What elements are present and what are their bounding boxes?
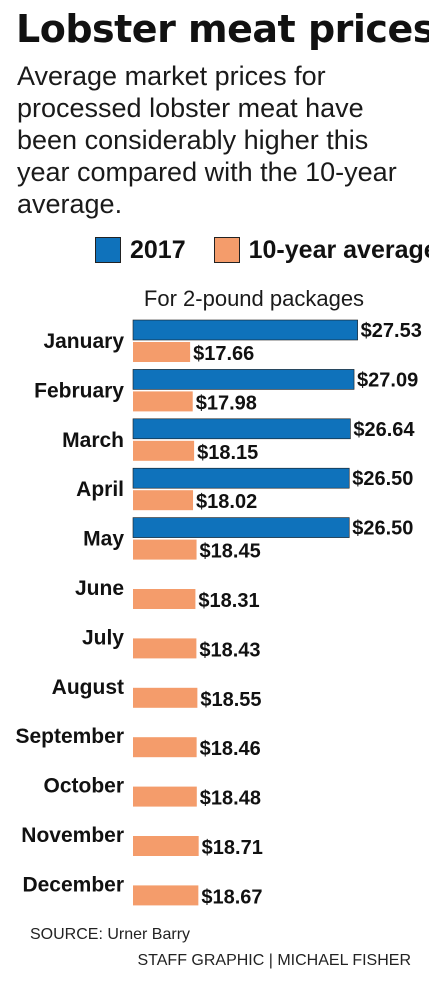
month-label-february: February bbox=[34, 379, 124, 402]
bar-10-year-average-september bbox=[133, 737, 197, 758]
month-label-march: March bbox=[62, 429, 124, 452]
month-label-october: October bbox=[43, 775, 124, 798]
value-label-10-year-average-august: $18.55 bbox=[200, 689, 261, 711]
source-credit: SOURCE: Urner Barry bbox=[30, 926, 191, 943]
month-label-january: January bbox=[43, 330, 124, 353]
legend-item-10-year-average: 10-year average bbox=[213, 235, 429, 265]
bar-10-year-average-october bbox=[133, 786, 197, 807]
month-label-november: November bbox=[21, 824, 124, 847]
bar-10-year-average-may bbox=[133, 539, 197, 560]
value-label-2017-january: $27.53 bbox=[361, 320, 422, 342]
value-label-10-year-average-march: $18.15 bbox=[197, 442, 258, 464]
value-label-2017-may: $26.50 bbox=[352, 518, 413, 540]
month-label-july: July bbox=[82, 626, 124, 649]
bar-10-year-average-july bbox=[133, 638, 197, 659]
bar-2017-may bbox=[132, 517, 350, 538]
chart-title: Lobster meat prices bbox=[16, 7, 429, 51]
chart-unit-note: For 2-pound packages bbox=[143, 286, 365, 311]
chart-legend: 2017 10-year average bbox=[95, 236, 429, 264]
bar-2017-february bbox=[132, 369, 355, 390]
bar-10-year-average-november bbox=[133, 836, 199, 856]
bar-2017-april bbox=[132, 467, 350, 489]
value-label-10-year-average-september: $18.46 bbox=[200, 738, 261, 760]
value-label-2017-april: $26.50 bbox=[352, 468, 413, 490]
legend-swatch-2017 bbox=[95, 237, 121, 263]
bar-2017-january bbox=[132, 319, 358, 341]
month-label-september: September bbox=[15, 725, 124, 748]
bar-10-year-average-august bbox=[133, 687, 198, 708]
value-label-10-year-average-july: $18.43 bbox=[199, 639, 260, 661]
legend-label-10-year-average: 10-year average bbox=[248, 235, 429, 264]
month-label-august: August bbox=[52, 676, 124, 699]
bar-2017-march bbox=[132, 418, 351, 440]
staff-credit: STAFF GRAPHIC | MICHAEL FISHER bbox=[137, 952, 411, 969]
value-label-2017-february: $27.09 bbox=[357, 369, 418, 391]
value-label-10-year-average-november: $18.71 bbox=[202, 837, 263, 859]
month-label-december: December bbox=[22, 873, 124, 896]
bar-10-year-average-february bbox=[133, 391, 193, 412]
value-label-10-year-average-april: $18.02 bbox=[196, 491, 257, 513]
legend-item-2017: 2017 bbox=[95, 236, 186, 265]
bar-10-year-average-june bbox=[133, 589, 196, 609]
value-label-10-year-average-january: $17.66 bbox=[193, 343, 254, 365]
value-label-10-year-average-october: $18.48 bbox=[200, 788, 261, 810]
legend-swatch-10-year-average bbox=[213, 237, 240, 263]
value-label-2017-march: $26.64 bbox=[353, 419, 415, 441]
bar-10-year-average-december bbox=[133, 885, 199, 906]
bar-10-year-average-march bbox=[133, 440, 195, 461]
month-label-june: June bbox=[75, 577, 124, 600]
legend-label-2017: 2017 bbox=[130, 235, 186, 264]
value-label-10-year-average-june: $18.31 bbox=[198, 590, 259, 612]
value-label-10-year-average-february: $17.98 bbox=[196, 392, 257, 414]
bar-10-year-average-april bbox=[133, 490, 194, 511]
chart-subtitle: Average market prices for processed lobs… bbox=[17, 61, 397, 219]
value-label-10-year-average-december: $18.67 bbox=[201, 886, 262, 908]
month-label-april: April bbox=[76, 478, 124, 501]
value-label-10-year-average-may: $18.45 bbox=[200, 541, 261, 563]
month-label-may: May bbox=[83, 528, 124, 551]
bar-10-year-average-january bbox=[133, 342, 191, 362]
